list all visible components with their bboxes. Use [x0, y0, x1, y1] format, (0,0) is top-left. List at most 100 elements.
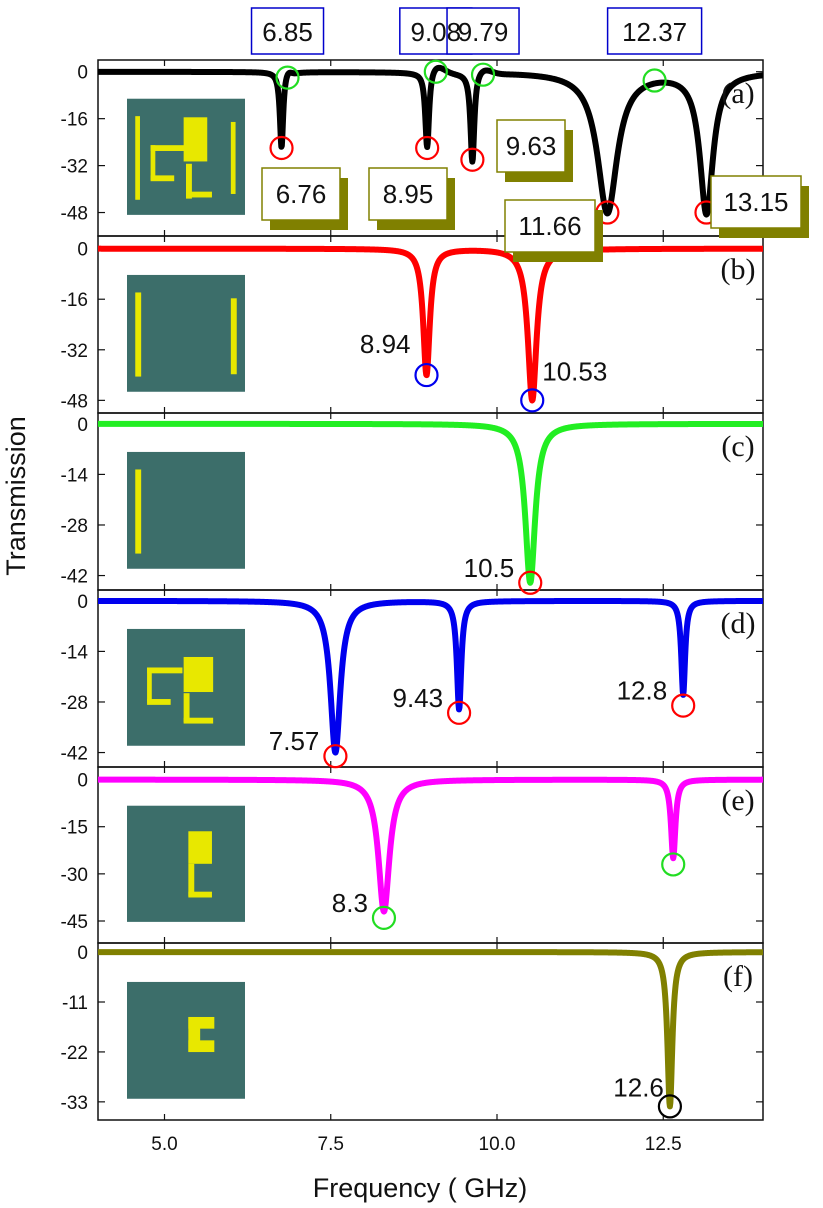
y-tick-label-a: 0: [77, 63, 88, 84]
y-tick-label-d: 0: [77, 592, 88, 613]
inset-metal: [188, 1016, 201, 1053]
series-line-e: [98, 776, 763, 915]
marker-layer: [250, 7, 809, 1119]
dip-label-a: 9.63: [506, 131, 557, 161]
inset-metal: [147, 667, 152, 703]
dip-marker-d: [671, 693, 696, 718]
dip-marker-a: [460, 147, 485, 172]
inset-metal: [188, 1016, 215, 1029]
peak-label-box: [606, 7, 703, 55]
peak-label-a: 12.37: [622, 17, 687, 47]
dip-marker-a: [415, 135, 440, 161]
y-tick-label-c: -14: [61, 465, 89, 486]
dip-label-b: 8.94: [360, 329, 411, 359]
inset-metal: [186, 191, 212, 198]
inset-metal: [188, 891, 212, 898]
inset-metal: [135, 469, 142, 554]
dip-label-e: 8.3: [332, 888, 368, 918]
dip-marker-d: [323, 744, 348, 769]
peak-label-box: [250, 7, 325, 55]
dip-marker-c: [518, 570, 543, 595]
panel-tag-b: (b): [721, 253, 756, 286]
peak-marker-a: [470, 62, 496, 87]
peak-marker-a: [423, 59, 448, 84]
y-tick-label-b: 0: [77, 240, 88, 261]
dip-marker-f: [657, 1094, 683, 1119]
dip-label-b: 10.53: [542, 356, 607, 386]
dip-marker-d: [446, 700, 472, 725]
inset-metal: [147, 699, 171, 705]
y-tick-label-c: 0: [77, 415, 88, 436]
dip-marker-e: [661, 852, 686, 877]
y-tick-label-d: -42: [61, 744, 88, 765]
label-box: [710, 175, 802, 229]
y-tick-label-e: -30: [61, 865, 88, 886]
inset-e-block: [188, 831, 212, 864]
series-line-b: [98, 245, 763, 404]
inset-metal: [186, 163, 192, 199]
x-axis-title: Frequency ( GHz): [313, 1173, 528, 1203]
dip-label-a: 11.66: [518, 211, 581, 241]
y-tick-label-b: -32: [61, 341, 88, 362]
dip-label-a: 6.76: [276, 179, 327, 209]
y-tick-label-f: -11: [62, 993, 88, 1014]
inset-metal: [183, 693, 190, 723]
inset-b: [127, 274, 245, 392]
label-layer: 0 -16 -32 -48 (a) 6.76 8.95 9.63 11.66 13.15 6.85 9…: [61, 17, 789, 1155]
series-line-a: [98, 64, 763, 218]
y-axis-title: Transmission: [1, 416, 31, 576]
x-tick-label: 5.0: [151, 1134, 177, 1155]
peak-label-a: 6.85: [262, 17, 313, 47]
inset-metal: [188, 1040, 215, 1053]
x-tick-label: 7.5: [318, 1134, 344, 1155]
curve-layer: [98, 64, 763, 1110]
y-tick-label-f: 0: [77, 943, 88, 964]
y-tick-label-a: -32: [61, 157, 88, 178]
inset-metal: [150, 175, 175, 182]
panel-tag-d: (d): [721, 607, 756, 640]
dip-label-d: 9.43: [392, 683, 443, 713]
label-box: [504, 199, 596, 253]
y-tick-label-b: -16: [61, 290, 88, 311]
dip-marker-b: [414, 362, 439, 388]
inset-metal: [188, 863, 195, 897]
y-tick-label-d: -28: [61, 693, 88, 714]
inset-e: [127, 805, 245, 922]
dip-marker-b: [520, 388, 545, 413]
inset-metal: [135, 116, 140, 200]
dip-marker-e: [371, 905, 397, 930]
peak-label-a: 9.08: [411, 17, 462, 47]
y-tick-label-d: -14: [61, 642, 89, 663]
y-tick-label-f: -33: [61, 1093, 88, 1114]
x-tick-label: 12.5: [645, 1134, 682, 1155]
inset-metal: [230, 298, 237, 375]
label-box: [496, 119, 566, 173]
inset-metal: [150, 145, 186, 151]
dip-label-d: 12.8: [617, 676, 668, 706]
y-tick-label-e: -15: [61, 818, 88, 839]
dip-marker-a: [269, 135, 294, 161]
inset-c: [127, 451, 245, 569]
frame-layer: [97, 59, 764, 1121]
inset-a: [127, 98, 245, 215]
panel-tag-a: (a): [721, 77, 754, 110]
inset-metal: [147, 667, 183, 674]
dip-label-c: 10.5: [464, 553, 515, 583]
peak-label-box: [446, 7, 520, 55]
peak-marker-a: [642, 68, 667, 93]
peak-marker-a: [275, 65, 300, 90]
inset-metal: [150, 145, 156, 181]
inset-d: [127, 628, 245, 746]
y-tick-label-a: -16: [61, 110, 88, 131]
x-tick-label: 10.0: [479, 1134, 516, 1155]
dip-label-d: 7.57: [269, 726, 320, 756]
inset-background: [127, 451, 245, 569]
y-tick-label-c: -42: [61, 567, 88, 588]
dip-label-a: 8.95: [383, 179, 434, 209]
series-line-f: [98, 949, 763, 1110]
inset-e-block: [183, 117, 208, 162]
inset-f: [127, 981, 245, 1099]
y-tick-label-e: -45: [61, 912, 88, 933]
inset-background: [127, 981, 245, 1099]
